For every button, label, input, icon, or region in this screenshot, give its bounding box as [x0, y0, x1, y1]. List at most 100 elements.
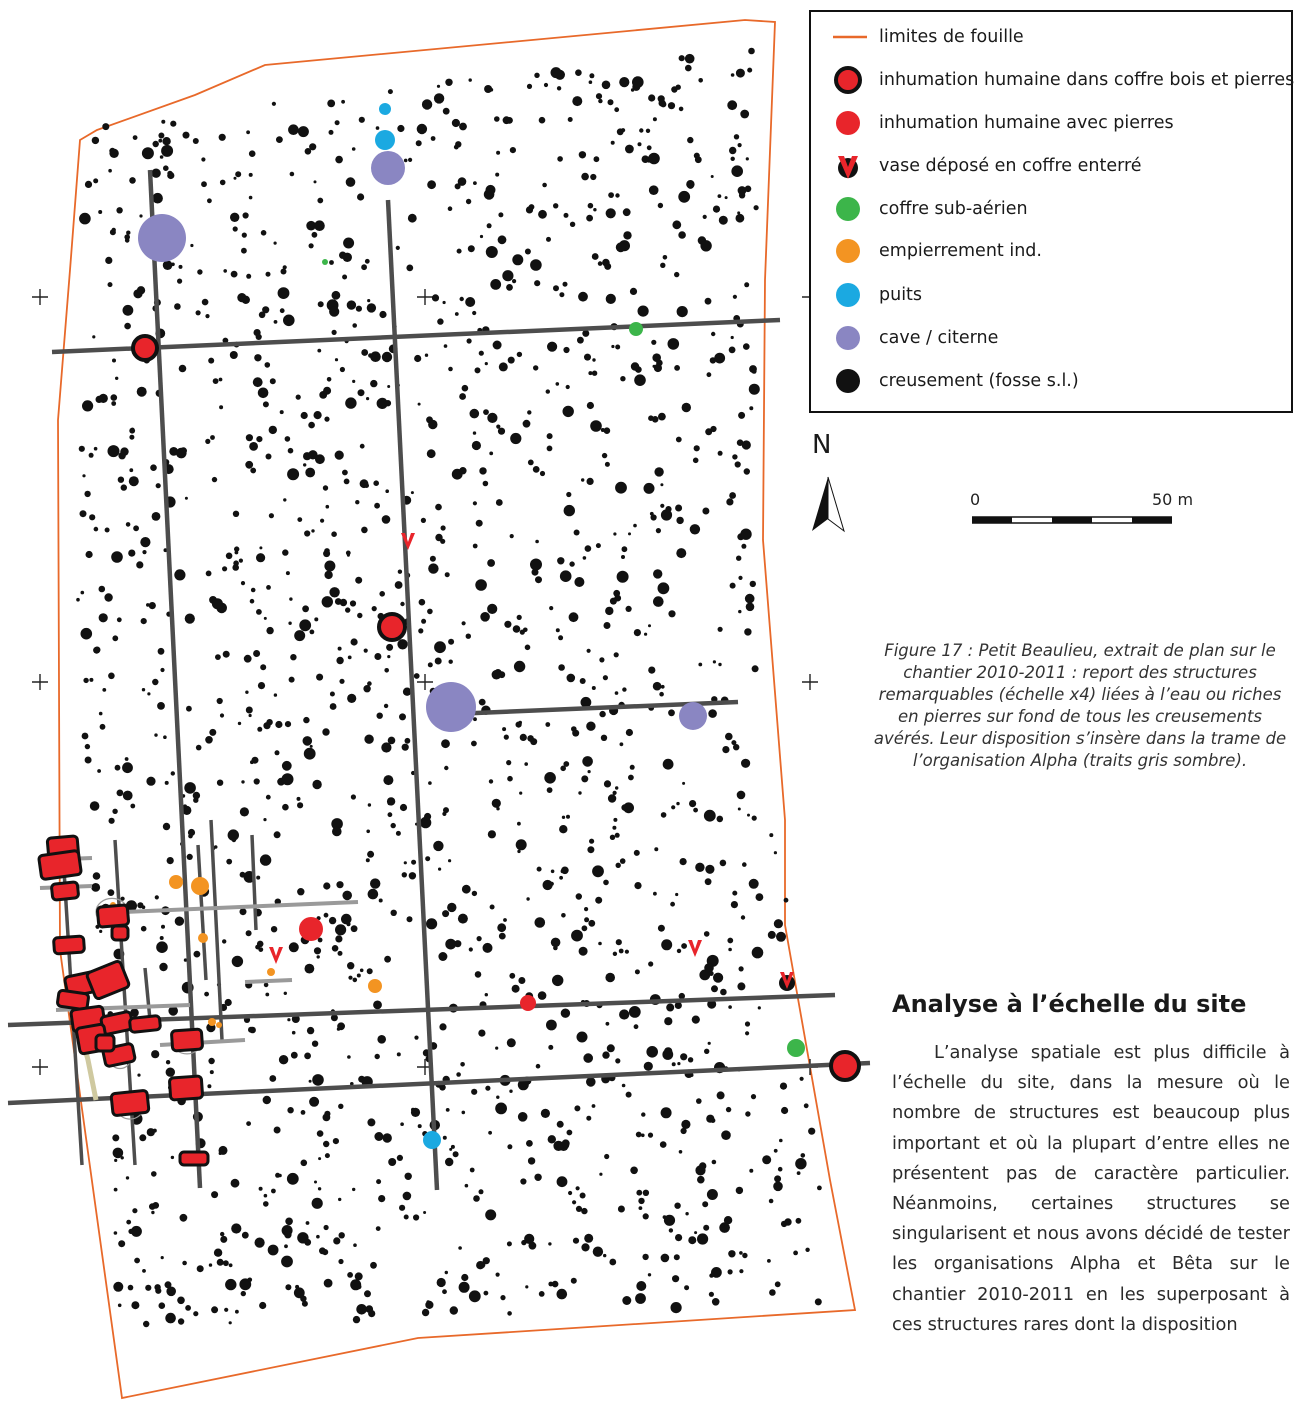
creusement-feature — [132, 1208, 138, 1214]
creusement-feature — [592, 358, 596, 362]
creusement-feature — [658, 99, 666, 107]
creusement-feature — [430, 136, 436, 141]
creusement-feature — [599, 657, 605, 663]
creusement-feature — [268, 513, 274, 519]
creusement-feature — [266, 626, 274, 635]
north-arrow-icon — [812, 476, 845, 533]
creusement-feature — [579, 678, 586, 684]
creusement-features — [76, 47, 822, 1328]
creusement-feature — [725, 1225, 730, 1230]
creusement-feature — [338, 1232, 345, 1239]
creusement-feature — [757, 1006, 761, 1010]
creusement-feature — [386, 797, 396, 806]
creusement-feature — [457, 913, 468, 924]
creusement-feature — [578, 291, 588, 302]
creusement-feature — [128, 549, 136, 557]
section-paragraph: L’analyse spatiale est plus difficile à … — [892, 1042, 1290, 1335]
creusement-feature — [374, 1132, 384, 1141]
creusement-feature — [377, 1035, 387, 1044]
creusement-feature — [583, 1053, 593, 1063]
creusement-feature — [755, 893, 764, 901]
creusement-feature — [367, 1118, 376, 1127]
creusement-feature — [668, 610, 676, 618]
vase-icon — [269, 947, 283, 964]
creusement-feature — [422, 100, 427, 105]
legend-symbol-puits — [836, 283, 860, 307]
creusement-feature — [689, 800, 697, 808]
creusement-feature — [111, 401, 117, 406]
legend-label-creusement: creusement (fosse s.l.) — [879, 371, 1079, 391]
creusement-feature — [182, 131, 190, 139]
creusement-feature — [534, 917, 546, 928]
creusement-feature — [345, 550, 351, 556]
creusement-feature — [350, 794, 356, 800]
creusement-feature — [717, 194, 722, 199]
creusement-feature — [660, 1107, 672, 1119]
creusement-feature — [157, 702, 165, 710]
creusement-feature — [680, 1053, 688, 1061]
creusement-feature — [246, 130, 251, 135]
creusement-feature — [352, 1315, 361, 1324]
creusement-feature — [769, 833, 774, 838]
creusement-feature — [527, 410, 532, 415]
creusement-feature — [443, 807, 449, 814]
creusement-feature — [152, 140, 159, 148]
creusement-feature — [740, 109, 750, 119]
creusement-feature — [361, 349, 369, 356]
creusement-feature — [592, 1246, 604, 1257]
creusement-feature — [545, 389, 550, 394]
creusement-feature — [486, 223, 492, 229]
creusement-feature — [257, 726, 263, 732]
creusement-feature — [421, 1308, 430, 1317]
creusement-feature — [718, 662, 722, 667]
creusement-feature — [751, 665, 759, 673]
creusement-feature — [636, 1189, 643, 1196]
creusement-feature — [735, 68, 745, 78]
north-arrow: N — [810, 430, 850, 535]
creusement-feature — [509, 534, 514, 539]
creusement-feature — [549, 606, 554, 611]
creusement-feature — [195, 744, 202, 751]
creusement-feature — [591, 1104, 596, 1108]
creusement-feature — [748, 878, 759, 889]
creusement-feature — [488, 1130, 492, 1135]
creusement-feature — [146, 603, 150, 607]
legend-symbol-coffre_bois — [834, 66, 862, 94]
creusement-feature — [659, 1141, 667, 1148]
creusement-feature — [433, 93, 445, 104]
creusement-feature — [263, 1193, 268, 1198]
creusement-feature — [343, 478, 350, 485]
creusement-feature — [427, 662, 433, 668]
creusement-feature — [753, 205, 759, 211]
creusement-feature — [390, 822, 396, 829]
creusement-feature — [235, 171, 242, 178]
creusement-feature — [314, 1180, 317, 1184]
creusement-feature — [263, 1201, 269, 1207]
creusement-feature — [567, 117, 573, 122]
creusement-feature — [605, 972, 615, 983]
creusement-feature — [729, 146, 737, 155]
creusement-feature — [556, 1120, 564, 1128]
creusement-feature — [383, 703, 389, 709]
creusement-feature — [735, 213, 745, 223]
creusement-feature — [418, 628, 424, 634]
creusement-feature — [795, 1158, 807, 1170]
creusement-feature — [93, 178, 99, 184]
creusement-feature — [81, 732, 89, 740]
creusement-feature — [495, 1102, 507, 1115]
creusement-feature — [472, 431, 477, 435]
creusement-feature — [744, 628, 752, 636]
creusement-feature — [107, 889, 115, 896]
creusement-feature — [719, 1222, 730, 1233]
creusement-feature — [617, 1205, 625, 1213]
creusement-feature — [159, 155, 164, 159]
grave-block — [52, 934, 86, 956]
creusement-feature — [540, 1108, 551, 1118]
creusement-feature — [496, 150, 501, 155]
creusement-feature — [643, 1061, 653, 1071]
creusement-feature — [331, 531, 337, 537]
creusement-feature — [707, 999, 717, 1009]
creusement-feature — [151, 168, 161, 178]
creusement-feature — [204, 991, 210, 997]
creusement-feature — [559, 825, 568, 834]
